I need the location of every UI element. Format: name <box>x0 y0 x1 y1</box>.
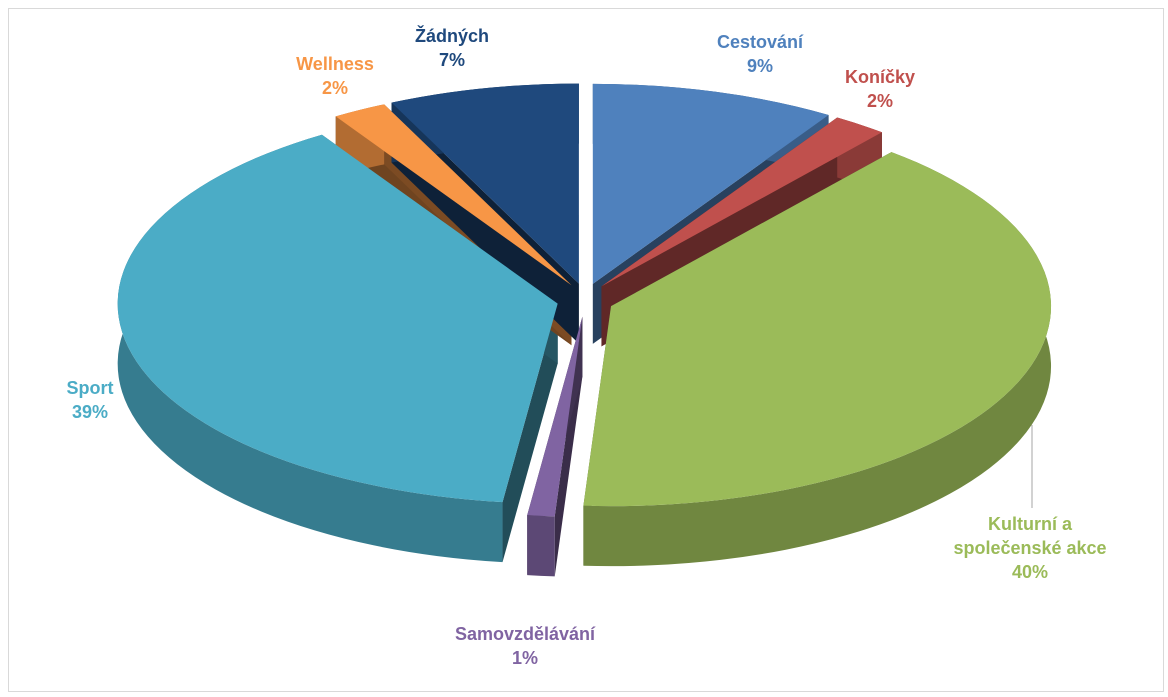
slice-rim <box>527 515 555 577</box>
data-label: Sport 39% <box>67 376 114 424</box>
slice <box>601 117 882 287</box>
data-label: Cestování 9% <box>717 30 803 78</box>
slice-rim <box>117 134 503 563</box>
label-text: Žádných <box>414 26 490 46</box>
slice <box>335 104 572 286</box>
slice <box>117 134 558 503</box>
label-text: Sport <box>66 378 114 398</box>
label-text: 2% <box>321 78 348 98</box>
slice <box>583 152 1052 507</box>
slice <box>527 316 583 517</box>
slice-rim <box>583 152 1052 567</box>
data-label: Wellness 2% <box>296 52 374 100</box>
data-label: Samovzdělávání 1% <box>455 622 595 670</box>
label-text: Cestování <box>716 32 804 52</box>
label-text: 2% <box>866 91 893 111</box>
slice-side <box>502 303 558 563</box>
slice <box>391 83 579 284</box>
chart-frame <box>8 8 1164 692</box>
data-label: Koníčky 2% <box>845 65 915 113</box>
label-text: Koníčky <box>844 67 916 87</box>
label-text: 9% <box>746 56 773 76</box>
data-label: Žádných 7% <box>415 24 489 72</box>
label-text: 40% <box>1011 562 1049 582</box>
label-text: 39% <box>71 402 109 422</box>
label-text: 1% <box>511 648 538 668</box>
slice <box>592 83 829 284</box>
label-text: Samovzdělávání <box>454 624 596 644</box>
label-text: Wellness <box>296 54 374 74</box>
label-text: Kulturní a společenské akce <box>953 514 1107 558</box>
data-label: Kulturní a společenské akce 40% <box>945 512 1115 584</box>
label-text: 7% <box>438 50 466 70</box>
